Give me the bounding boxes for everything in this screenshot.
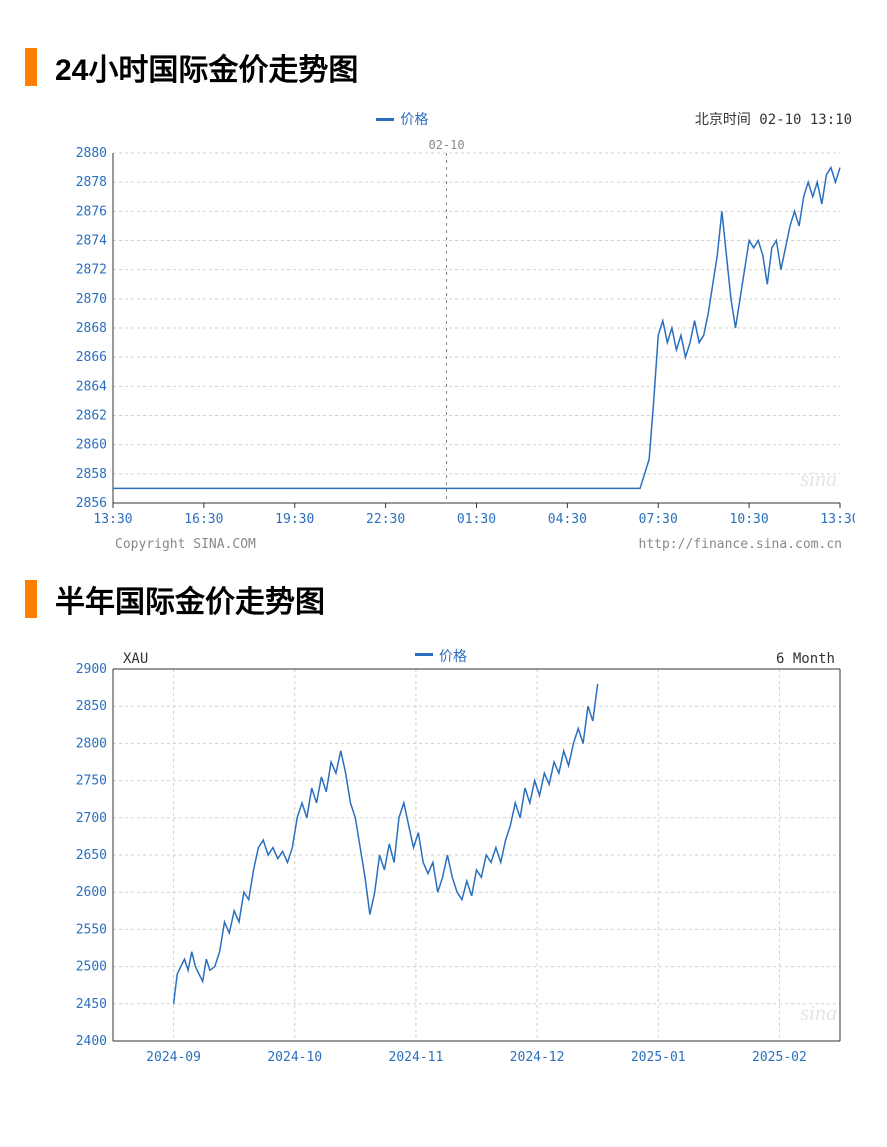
svg-text:2024-10: 2024-10 [267,1050,322,1065]
chart-24h-footer: Copyright SINA.COM http://finance.sina.c… [55,533,862,552]
svg-text:2880: 2880 [76,146,107,161]
timestamp-24h: 北京时间 02-10 13:10 [695,109,852,129]
svg-text:2872: 2872 [76,263,107,278]
svg-text:04:30: 04:30 [548,512,587,527]
chart-24h-header: 价格 北京时间 02-10 13:10 [55,109,862,133]
svg-text:2878: 2878 [76,175,107,190]
svg-text:2500: 2500 [76,960,107,975]
svg-text:2025-02: 2025-02 [752,1050,807,1065]
section-header-24h: 24小时国际金价走势图 [25,45,862,89]
svg-text:6 Month: 6 Month [776,651,835,667]
svg-text:2024-09: 2024-09 [146,1050,201,1065]
svg-text:2858: 2858 [76,467,107,482]
legend-label: 价格 [400,109,428,129]
svg-text:2400: 2400 [76,1034,107,1049]
svg-text:22:30: 22:30 [366,512,405,527]
svg-text:价格: 价格 [439,648,467,664]
svg-text:2025-01: 2025-01 [631,1050,686,1065]
copyright-right: http://finance.sina.com.cn [639,537,843,552]
svg-text:2860: 2860 [76,438,107,453]
section-header-6m: 半年国际金价走势图 [25,577,862,621]
svg-text:07:30: 07:30 [639,512,678,527]
svg-text:2024-11: 2024-11 [389,1050,444,1065]
svg-text:2600: 2600 [76,885,107,900]
section-title-24h: 24小时国际金价走势图 [55,45,358,89]
accent-bar-icon [25,580,37,618]
svg-text:13:30: 13:30 [820,512,855,527]
svg-text:19:30: 19:30 [275,512,314,527]
svg-text:2900: 2900 [76,662,107,677]
svg-text:2700: 2700 [76,811,107,826]
svg-text:2870: 2870 [76,292,107,307]
section-title-6m: 半年国际金价走势图 [55,577,325,621]
svg-text:2876: 2876 [76,204,107,219]
svg-text:2850: 2850 [76,699,107,714]
svg-text:2864: 2864 [76,379,107,394]
copyright-left: Copyright SINA.COM [115,537,256,552]
chart-6m: XAU 6 Month 价格 2400 2450 2500 2550 2600 2650 2700… [55,641,862,1071]
svg-text:2862: 2862 [76,409,107,424]
svg-text:2856: 2856 [76,496,107,511]
svg-text:13:30: 13:30 [93,512,132,527]
svg-text:2866: 2866 [76,350,107,365]
svg-text:2800: 2800 [76,736,107,751]
chart-6m-svg: XAU 6 Month 价格 2400 2450 2500 2550 2600 2650 2700… [55,641,855,1071]
svg-text:2450: 2450 [76,997,107,1012]
svg-text:2024-12: 2024-12 [510,1050,565,1065]
svg-text:2750: 2750 [76,774,107,789]
accent-bar-icon [25,48,37,86]
chart-24h: 价格 北京时间 02-10 13:10 2856 2858 2860 2862 2864… [55,109,862,552]
svg-text:2550: 2550 [76,922,107,937]
svg-text:02-10: 02-10 [428,138,464,152]
svg-text:XAU: XAU [123,651,148,667]
svg-text:10:30: 10:30 [730,512,769,527]
svg-text:16:30: 16:30 [184,512,223,527]
chart-24h-svg: 2856 2858 2860 2862 2864 2866 2868 2870 2872 2874… [55,133,855,533]
svg-text:2874: 2874 [76,234,107,249]
svg-text:2868: 2868 [76,321,107,336]
legend-line-icon [376,118,394,121]
legend-24h: 价格 [376,109,428,129]
svg-text:01:30: 01:30 [457,512,496,527]
svg-text:2650: 2650 [76,848,107,863]
